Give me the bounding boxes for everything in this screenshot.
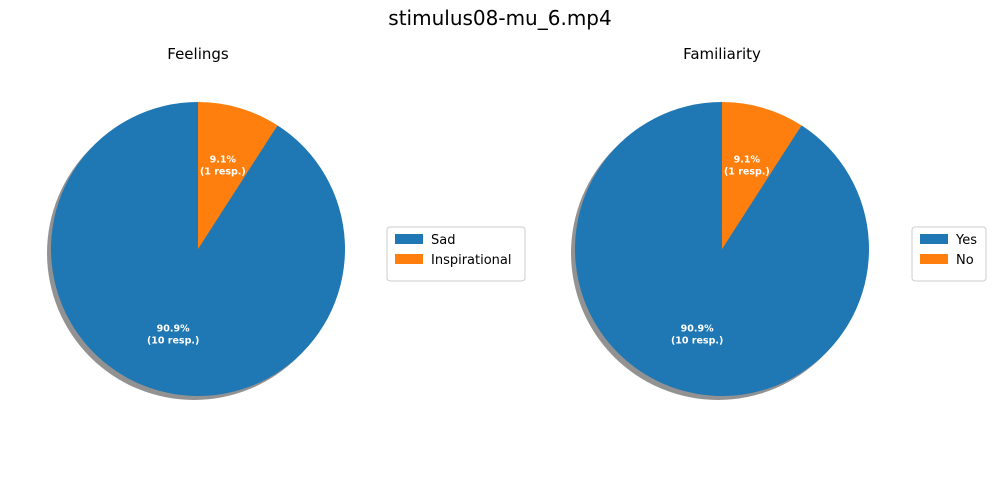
pie-title-feelings: Feelings (167, 45, 229, 63)
slice-count-label: (10 resp.) (671, 336, 723, 347)
slice-count-label: (1 resp.) (724, 166, 770, 177)
slice-percent-label: 90.9% (157, 324, 190, 335)
legend-swatch-no (920, 254, 948, 264)
legend-label-inspirational: Inspirational (431, 253, 512, 268)
pie-familiarity: 90.9%(10 resp.) 9.1%(1 resp.) (571, 102, 869, 400)
pie-slice-inspirational (198, 102, 278, 249)
legend-swatch-yes (920, 234, 948, 244)
pie-panel-familiarity: Familiarity 90.9%(10 resp.) 9.1%(1 resp.)… (571, 45, 987, 400)
slice-percent-label: 9.1% (210, 154, 237, 165)
slice-percent-label: 9.1% (734, 154, 761, 165)
slice-count-label: (1 resp.) (200, 166, 246, 177)
slice-count-label: (10 resp.) (147, 336, 199, 347)
legend-label-sad: Sad (431, 233, 455, 248)
legend-label-yes: Yes (955, 233, 977, 248)
pie-slice-no (722, 102, 802, 249)
pie-feelings: 90.9%(10 resp.) 9.1%(1 resp.) (47, 102, 345, 400)
figure-title: stimulus08-mu_6.mp4 (388, 6, 611, 30)
pie-slice-yes (574, 102, 869, 396)
legend-swatch-inspirational (395, 254, 423, 264)
legend-familiarity: Yes No (911, 226, 987, 282)
legend-label-no: No (956, 253, 974, 268)
legend-swatch-sad (395, 234, 423, 244)
legend-feelings: Sad Inspirational (386, 226, 526, 282)
pie-title-familiarity: Familiarity (683, 45, 761, 63)
pie-panel-feelings: Feelings 90.9%(10 resp.) 9.1%(1 resp.) Sa… (47, 45, 526, 400)
slice-percent-label: 90.9% (681, 324, 714, 335)
